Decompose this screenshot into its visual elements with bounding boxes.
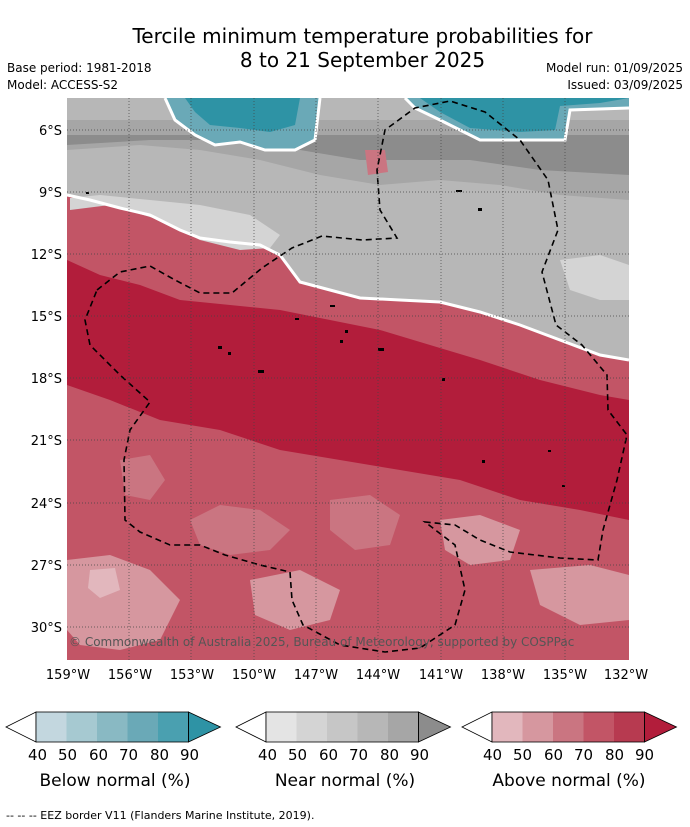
copyright-note: © Commonwealth of Australia 2025, Bureau… bbox=[69, 635, 574, 649]
cb-tick: 60 bbox=[544, 746, 564, 764]
colorbar-swatch bbox=[36, 712, 67, 742]
colorbar-swatch bbox=[583, 712, 614, 742]
colorbar-max-extend bbox=[188, 711, 222, 743]
colorbar-swatch bbox=[296, 712, 327, 742]
lat-tick: 30°S bbox=[31, 621, 62, 636]
lat-axis: 6°S 9°S 12°S 15°S 18°S 21°S 24°S 27°S 30… bbox=[31, 124, 62, 636]
lat-tick: 12°S bbox=[31, 248, 62, 263]
lat-tick: 6°S bbox=[39, 124, 62, 139]
cb-tick: 70 bbox=[119, 746, 139, 764]
colorbar-swatch bbox=[327, 712, 358, 742]
colorbar-below-label: Below normal (%) bbox=[39, 771, 191, 791]
colorbar-below bbox=[5, 711, 222, 743]
title-line-2: 8 to 21 September 2025 bbox=[239, 48, 486, 72]
lat-tick: 21°S bbox=[31, 434, 62, 449]
issued-date: Issued: 03/09/2025 bbox=[567, 78, 683, 92]
cb-tick: 90 bbox=[410, 746, 430, 764]
colorbar-swatch bbox=[127, 712, 158, 742]
cb-tick: 60 bbox=[319, 746, 339, 764]
cb-tick: 40 bbox=[483, 746, 503, 764]
cb-tick: 50 bbox=[58, 746, 78, 764]
colorbar-swatch bbox=[388, 712, 419, 742]
colorbar-swatch bbox=[553, 712, 584, 742]
cb-tick: 50 bbox=[288, 746, 308, 764]
lat-tick: 27°S bbox=[31, 559, 62, 574]
cb-tick: 80 bbox=[150, 746, 170, 764]
cb-tick: 50 bbox=[513, 746, 533, 764]
colorbar-min-extend bbox=[461, 711, 493, 743]
colorbar-swatch bbox=[614, 712, 645, 742]
lon-tick: 156°W bbox=[108, 668, 152, 683]
cb-tick: 70 bbox=[574, 746, 594, 764]
lon-tick: 135°W bbox=[543, 668, 587, 683]
lon-tick: 159°W bbox=[46, 668, 90, 683]
colorbar-swatch bbox=[158, 712, 189, 742]
model-name: Model: ACCESS-S2 bbox=[7, 78, 119, 92]
colorbar-swatch bbox=[266, 712, 297, 742]
colorbar-max-extend bbox=[418, 711, 452, 743]
cb-tick: 60 bbox=[89, 746, 109, 764]
colorbar-above-label: Above normal (%) bbox=[492, 771, 646, 791]
lon-tick: 138°W bbox=[481, 668, 525, 683]
lon-tick: 150°W bbox=[232, 668, 276, 683]
gridlines bbox=[67, 98, 629, 660]
cb-tick: 70 bbox=[349, 746, 369, 764]
colorbar-swatch bbox=[522, 712, 553, 742]
lon-tick: 147°W bbox=[294, 668, 338, 683]
colorbar-frame bbox=[265, 711, 419, 743]
lat-tick: 15°S bbox=[31, 310, 62, 325]
lon-tick: 144°W bbox=[356, 668, 400, 683]
lon-axis: 159°W 156°W 153°W 150°W 147°W 144°W 141°… bbox=[46, 668, 648, 683]
lat-tick: 9°S bbox=[39, 186, 62, 201]
probability-map: © Commonwealth of Australia 2025, Bureau… bbox=[31, 98, 648, 683]
colorbar-near-label: Near normal (%) bbox=[274, 771, 416, 791]
lat-tick: 18°S bbox=[31, 372, 62, 387]
colorbar-swatch bbox=[492, 712, 523, 742]
cb-tick: 40 bbox=[28, 746, 48, 764]
lon-tick: 141°W bbox=[419, 668, 463, 683]
cb-tick: 80 bbox=[605, 746, 625, 764]
colorbar-near bbox=[235, 711, 452, 743]
base-period: Base period: 1981-2018 bbox=[7, 61, 152, 75]
colorbar-swatch bbox=[357, 712, 388, 742]
island-markers bbox=[86, 190, 565, 487]
map-fields bbox=[67, 98, 629, 660]
cb-tick: 80 bbox=[380, 746, 400, 764]
colorbar-min-extend bbox=[5, 711, 37, 743]
cb-tick: 90 bbox=[180, 746, 200, 764]
cb-tick: 40 bbox=[258, 746, 278, 764]
model-run: Model run: 01/09/2025 bbox=[545, 61, 683, 75]
colorbar-swatch bbox=[66, 712, 97, 742]
eez-legend-note: -- -- -- EEZ border V11 (Flanders Marine… bbox=[6, 809, 315, 822]
lat-tick: 24°S bbox=[31, 497, 62, 512]
colorbar-min-extend bbox=[235, 711, 267, 743]
colorbar-frame bbox=[35, 711, 189, 743]
colorbar-swatch bbox=[97, 712, 128, 742]
lon-tick: 132°W bbox=[604, 668, 648, 683]
cb-tick: 90 bbox=[635, 746, 655, 764]
colorbar-above bbox=[461, 711, 678, 743]
colorbar-frame bbox=[491, 711, 645, 743]
colorbar-max-extend bbox=[644, 711, 678, 743]
title-line-1: Tercile minimum temperature probabilitie… bbox=[132, 24, 593, 48]
lon-tick: 153°W bbox=[170, 668, 214, 683]
